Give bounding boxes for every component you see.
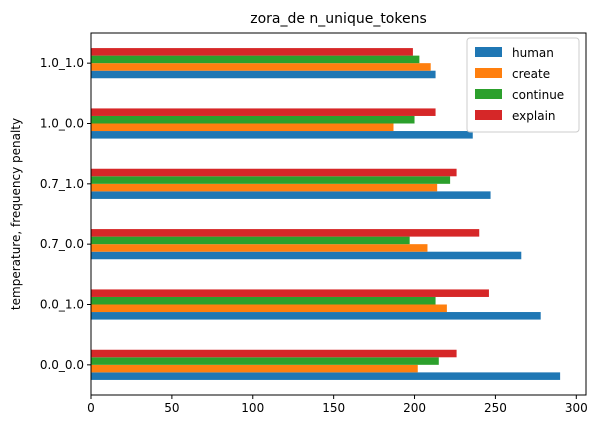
x-tick-label: 50: [164, 401, 179, 415]
legend-label-create: create: [512, 67, 550, 81]
y-tick-label: 1.0_1.0: [40, 56, 84, 70]
x-tick-label: 0: [87, 401, 95, 415]
bar-create-1.0_1.0: [91, 63, 431, 71]
y-tick-label: 0.7_0.0: [40, 237, 84, 251]
bar-continue-0.0_1.0: [91, 296, 436, 305]
y-tick-label: 1.0_0.0: [40, 117, 84, 131]
bar-explain-1.0_0.0: [91, 108, 436, 116]
x-tick-label: 200: [403, 401, 426, 415]
bar-continue-1.0_1.0: [91, 55, 420, 64]
chart-title: zora_de n_unique_tokens: [250, 11, 427, 27]
bar-create-0.0_0.0: [91, 364, 418, 373]
legend-label-human: human: [512, 46, 554, 60]
bar-human-0.7_0.0: [91, 251, 522, 260]
y-tick-label: 0.0_1.0: [40, 298, 84, 312]
bar-explain-0.7_0.0: [91, 229, 480, 237]
bars-group: [91, 48, 561, 380]
bar-continue-0.7_0.0: [91, 236, 410, 245]
legend-swatch-continue: [475, 89, 502, 99]
legend-box: [466, 37, 580, 133]
bar-human-0.7_1.0: [91, 191, 491, 199]
bar-continue-0.7_1.0: [91, 176, 451, 184]
y-tick-label: 0.7_1.0: [40, 177, 84, 191]
bar-create-0.0_1.0: [91, 304, 447, 313]
bar-create-1.0_0.0: [91, 123, 394, 132]
bar-continue-0.0_0.0: [91, 357, 439, 365]
bar-explain-1.0_1.0: [91, 48, 413, 56]
bar-continue-1.0_0.0: [91, 115, 415, 124]
y-axis-label: temperature, frequency penalty: [9, 118, 23, 310]
bar-human-0.0_1.0: [91, 312, 541, 320]
bar-human-1.0_1.0: [91, 70, 436, 79]
bar-human-1.0_0.0: [91, 131, 473, 139]
legend-swatch-explain: [475, 110, 502, 120]
plot-frame: [90, 32, 587, 396]
legend: human create continue explain: [466, 37, 580, 133]
bar-create-0.7_1.0: [91, 183, 438, 192]
legend-label-explain: explain: [512, 109, 556, 123]
bar-explain-0.7_1.0: [91, 168, 457, 177]
axes-group: 0 50 100 150 200 250 300 0.0_0.0 0.0_1.0 0.7_0.0 0…: [40, 32, 588, 415]
x-tick-label: 300: [565, 401, 588, 415]
y-tick-label: 0.0_0.0: [40, 358, 84, 372]
x-tick-label: 100: [241, 401, 264, 415]
bar-explain-0.0_1.0: [91, 289, 489, 297]
bar-human-0.0_0.0: [91, 372, 561, 380]
bar-explain-0.0_0.0: [91, 349, 457, 358]
bar-create-0.7_0.0: [91, 244, 428, 252]
x-tick-label: 250: [484, 401, 507, 415]
x-tick-label: 150: [322, 401, 345, 415]
legend-label-continue: continue: [512, 88, 564, 102]
legend-swatch-human: [475, 47, 502, 57]
legend-swatch-create: [475, 68, 502, 78]
